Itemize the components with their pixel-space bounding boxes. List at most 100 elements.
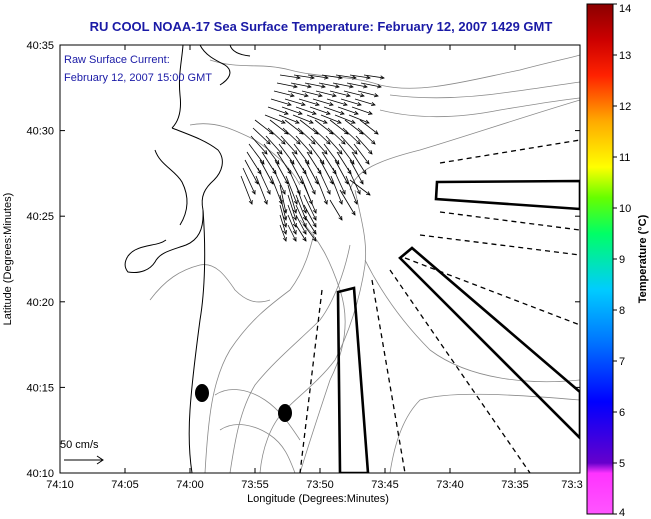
current-vector-head: [263, 199, 268, 205]
current-vector-head: [365, 159, 370, 165]
current-vector: [355, 135, 373, 155]
current-vector: [289, 159, 304, 185]
current-vector: [359, 119, 379, 135]
y-tick-label: 40:20: [26, 297, 54, 309]
current-vector-head: [300, 102, 306, 107]
current-vector-head: [293, 84, 298, 89]
current-vector: [304, 159, 319, 185]
current-vector: [295, 224, 307, 242]
current-vector-head: [326, 140, 331, 145]
scale-label: 50 cm/s: [60, 439, 99, 451]
current-vector: [330, 175, 343, 205]
current-vector: [323, 143, 340, 165]
y-axis-label: Latitude (Degrees:Minutes): [2, 193, 14, 326]
current-vector: [334, 159, 349, 185]
current-vector-head: [360, 93, 365, 98]
current-vector: [259, 159, 274, 185]
radial-dashed-lines: [299, 139, 580, 473]
current-vector: [287, 194, 297, 221]
current-vector-head: [338, 75, 343, 80]
current-vector: [347, 167, 361, 195]
current-vector: [337, 106, 359, 115]
current-vector-head: [368, 150, 373, 155]
current-vector-head: [312, 236, 317, 242]
current-vector-head: [308, 150, 313, 155]
current-vector-head: [341, 189, 346, 195]
current-vector: [325, 135, 343, 155]
current-vector: [349, 179, 371, 196]
current-vector-head: [281, 140, 286, 145]
current-vector: [329, 90, 351, 97]
current-vector-head: [280, 119, 286, 124]
current-vector: [279, 224, 287, 242]
current-vector-head: [292, 229, 297, 235]
current-vector: [303, 194, 317, 221]
current-vector-head: [293, 208, 298, 214]
current-vector-head: [338, 199, 343, 205]
current-vector: [342, 127, 361, 145]
current-vector: [329, 119, 349, 135]
current-vector: [295, 106, 317, 115]
current-vector: [315, 175, 328, 205]
colorbar-tick-label: 8: [619, 305, 625, 317]
current-vector-head: [356, 189, 361, 195]
current-vector: [269, 119, 289, 135]
current-vector: [303, 184, 317, 214]
current-vector: [308, 143, 325, 165]
current-vector: [349, 159, 364, 185]
current-vector-head: [296, 140, 301, 145]
current-vector: [301, 90, 323, 97]
current-vector: [279, 184, 287, 214]
current-vector-head: [338, 215, 343, 221]
current-vector-head: [286, 102, 292, 107]
current-vector: [314, 119, 334, 135]
colorbar-ticks: 14 13 12 11 10 9 8 7 6 5 4: [613, 3, 631, 519]
current-vector: [338, 143, 355, 165]
current-vector: [309, 106, 331, 115]
current-vector: [284, 119, 304, 135]
colorbar-tick-label: 7: [619, 356, 625, 368]
x-axis: 74:10 74:05 74:00 73:55 73:50 73:45 73:40 73:35…: [46, 45, 583, 491]
current-vector: [304, 82, 326, 88]
current-vector: [317, 167, 331, 195]
current-vector-head: [283, 110, 289, 115]
current-vector-head: [363, 84, 368, 89]
colorbar: 14 13 12 11 10 9 8 7 6 5 4 Temperature (°C): [586, 3, 649, 519]
current-vector: [303, 224, 317, 242]
current-vector-head: [332, 93, 337, 98]
current-vector-head: [339, 110, 345, 115]
current-vector-head: [356, 140, 361, 145]
y-tick-label: 40:15: [26, 382, 54, 394]
current-vector-head: [302, 208, 307, 214]
current-vector-head: [312, 229, 317, 235]
current-vector-head: [312, 208, 317, 214]
current-vector-head: [349, 84, 354, 89]
current-vector-head: [302, 236, 307, 242]
current-vector-head: [335, 84, 340, 89]
coastline: [124, 45, 251, 473]
map-plot-area: Raw Surface Current: February 12, 2007 1…: [59, 44, 581, 474]
current-vector-head: [283, 222, 288, 228]
y-tick-label: 40:35: [26, 40, 54, 52]
current-vector-head: [374, 93, 379, 98]
current-vector: [323, 106, 345, 115]
current-vector: [244, 159, 259, 185]
current-vector-head: [352, 75, 357, 80]
current-vector-head: [266, 140, 271, 145]
current-vector: [303, 214, 317, 235]
plot-background: [60, 45, 580, 473]
current-vector-head: [292, 236, 297, 242]
current-vector: [279, 74, 301, 79]
current-vector-head: [323, 150, 328, 155]
sampling-swaths: [336, 179, 580, 473]
current-vector: [285, 175, 298, 205]
current-vector-head: [296, 189, 301, 195]
x-tick-label: 73:45: [371, 479, 399, 491]
current-vector-head: [312, 222, 317, 228]
current-vector: [334, 114, 356, 124]
colorbar-tick-label: 12: [619, 101, 631, 113]
current-vector: [315, 90, 337, 97]
current-vector-head: [311, 140, 316, 145]
current-vector-head: [311, 110, 317, 115]
x-tick-label: 73:3: [561, 479, 582, 491]
